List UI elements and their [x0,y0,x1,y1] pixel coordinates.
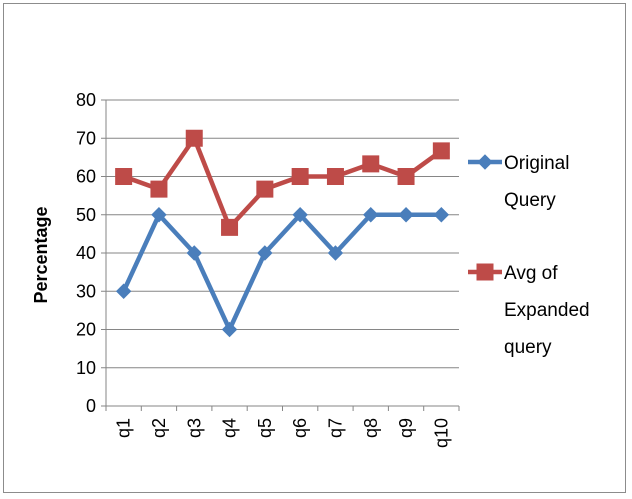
y-tick-label: 60 [76,167,96,187]
legend-label: Original [504,153,569,174]
x-tick-label: q7 [325,418,345,438]
y-axis-title: Percentage [31,206,51,303]
data-point [327,245,344,261]
x-tick-label: q2 [149,418,169,438]
x-tick-label: q5 [255,418,275,438]
y-tick-labels: 0 10 20 30 40 50 60 70 80 [76,90,96,416]
data-point [363,207,379,223]
data-point [221,321,238,338]
data-point [115,168,133,185]
y-tick-label: 30 [76,281,96,301]
legend-label: Query [504,190,556,211]
data-point [292,207,308,223]
data-point [397,168,415,185]
y-tick-label: 80 [76,90,96,110]
data-point [185,129,203,147]
x-tick-label: q6 [290,418,310,438]
data-point [362,155,380,173]
data-point [257,245,273,261]
data-point [186,245,202,261]
y-tick-label: 50 [76,205,96,225]
data-point [433,207,450,223]
y-tick-label: 0 [86,396,96,416]
y-tick-label: 20 [76,320,96,340]
x-tick-label: q1 [114,418,134,438]
data-point [221,218,239,236]
x-tick-label: q9 [396,418,416,438]
data-point [326,168,344,185]
y-tick-label: 10 [76,358,96,378]
data-point [398,207,414,223]
x-tick-label: q10 [431,418,451,448]
data-point [150,180,168,198]
legend-label: Expanded [504,300,590,321]
series-group [115,129,450,338]
legend: Original Query Avg of Expanded query [468,153,590,358]
legend-marker [477,154,493,170]
legend-marker [476,263,494,281]
x-tick-label: q3 [184,418,204,438]
data-point [115,283,132,299]
series-line [122,136,443,230]
legend-label: Avg of [504,263,558,284]
data-point [432,142,450,160]
data-point [151,207,167,223]
y-tick-label: 70 [76,128,96,148]
legend-label: query [504,337,552,358]
series-line [121,212,442,332]
data-point [291,168,309,185]
data-point [256,180,274,198]
x-tick-label: q8 [361,418,381,438]
y-tick-label: 40 [76,243,96,263]
chart-frame [3,3,626,493]
x-tick-labels: q1 q2 q3 q4 q5 q6 q7 q8 q9 q10 [114,418,452,448]
axes [101,99,460,411]
x-tick-label: q4 [220,418,240,438]
